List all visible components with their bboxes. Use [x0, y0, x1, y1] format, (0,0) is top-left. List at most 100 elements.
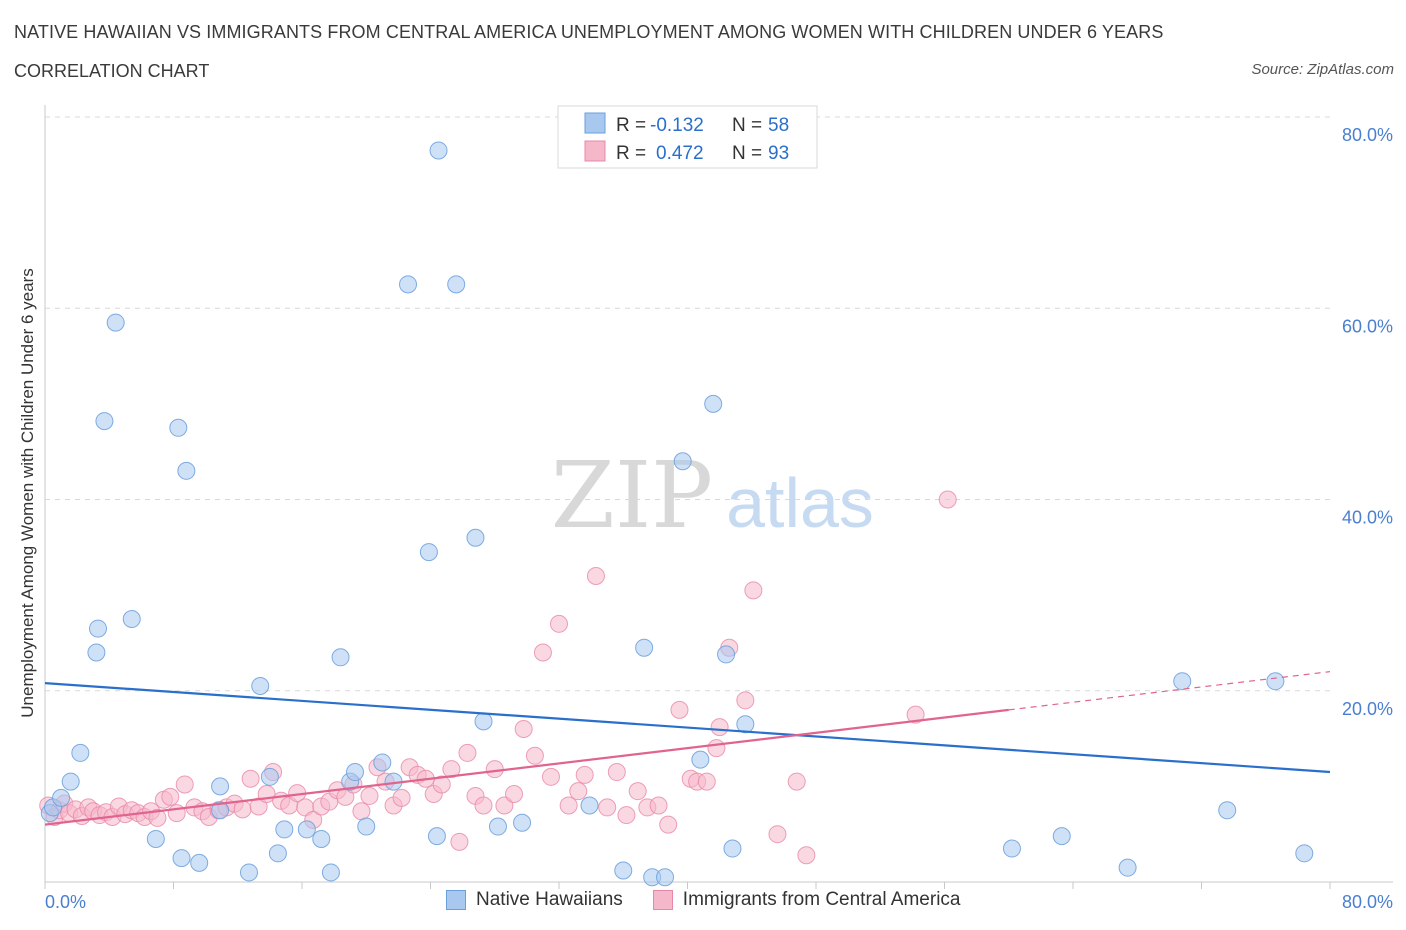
data-point-immigrants: [241, 769, 260, 788]
data-point-native-hawaiians: [1173, 672, 1192, 691]
data-point-native-hawaiians: [61, 772, 80, 791]
data-point-native-hawaiians: [122, 610, 141, 629]
data-point-native-hawaiians: [95, 412, 114, 431]
data-point-native-hawaiians: [106, 313, 125, 332]
data-point-immigrants: [797, 846, 816, 865]
data-point-immigrants: [659, 815, 678, 834]
data-point-native-hawaiians: [1002, 839, 1021, 858]
y-tick-label: 40.0%: [1342, 508, 1393, 528]
data-point-immigrants: [649, 796, 668, 815]
data-point-native-hawaiians: [1052, 827, 1071, 846]
data-point-immigrants: [161, 787, 180, 806]
data-point-native-hawaiians: [169, 418, 188, 437]
x-tick-label: 0.0%: [45, 892, 86, 912]
y-tick-label: 20.0%: [1342, 699, 1393, 719]
trend-lines: [44, 671, 1331, 826]
y-tick-label: 80.0%: [1342, 125, 1393, 145]
data-point-native-hawaiians: [1295, 844, 1314, 863]
source-label: Source: ZipAtlas.com: [1251, 61, 1394, 78]
data-point-native-hawaiians: [172, 849, 191, 868]
data-point-native-hawaiians: [211, 777, 230, 796]
bottom-legend: Native Hawaiians Immigrants from Central…: [446, 889, 990, 911]
data-point-immigrants: [744, 581, 763, 600]
y-axis-label: Unemployment Among Women with Children U…: [18, 268, 37, 717]
data-point-immigrants: [670, 700, 689, 719]
legend-r-value: -0.132: [650, 115, 704, 136]
legend-r-label: R =: [616, 115, 646, 136]
data-point-native-hawaiians: [723, 839, 742, 858]
data-point-native-hawaiians: [466, 528, 485, 547]
data-point-immigrants: [432, 775, 451, 794]
data-point-immigrants: [541, 767, 560, 786]
axes: [44, 105, 1393, 889]
legend-item-native-hawaiians: Native Hawaiians: [446, 889, 623, 911]
trend-line-native-hawaiians: [44, 682, 1331, 774]
legend-swatch: [446, 890, 466, 910]
legend-n-label: N =: [732, 115, 762, 136]
data-point-native-hawaiians: [321, 863, 340, 882]
tick-labels: 20.0% 40.0% 60.0% 80.0% 0.0% 80.0%: [45, 125, 1393, 912]
data-point-native-hawaiians: [346, 763, 365, 782]
data-point-native-hawaiians: [373, 753, 392, 772]
data-point-immigrants: [352, 802, 371, 821]
data-point-immigrants: [787, 772, 806, 791]
series-immigrants-points: [39, 490, 957, 865]
y-tick-label: 60.0%: [1342, 316, 1393, 336]
data-point-native-hawaiians: [673, 452, 692, 471]
data-point-native-hawaiians: [447, 275, 466, 294]
data-point-native-hawaiians: [513, 813, 532, 832]
legend-n-value: 93: [768, 143, 789, 164]
data-point-immigrants: [586, 567, 605, 585]
data-point-immigrants: [768, 825, 787, 844]
watermark: ZIP atlas: [551, 442, 874, 549]
data-point-native-hawaiians: [1218, 801, 1237, 820]
grid-lines: [45, 116, 1330, 692]
data-point-native-hawaiians: [52, 788, 71, 807]
data-point-native-hawaiians: [635, 638, 654, 657]
legend-label: Native Hawaiians: [476, 889, 623, 910]
data-point-immigrants: [505, 785, 524, 804]
data-point-native-hawaiians: [736, 715, 755, 734]
data-point-immigrants: [607, 763, 626, 782]
data-point-immigrants: [458, 743, 477, 762]
data-point-immigrants: [175, 775, 194, 794]
data-point-native-hawaiians: [1266, 672, 1285, 691]
data-point-immigrants: [598, 798, 617, 817]
legend-r-label: R =: [616, 143, 646, 164]
data-point-native-hawaiians: [704, 394, 723, 413]
legend-swatch-pink: [584, 140, 606, 162]
data-point-native-hawaiians: [239, 863, 258, 882]
data-point-immigrants: [710, 718, 729, 737]
legend-n-label: N =: [732, 143, 762, 164]
data-point-native-hawaiians: [399, 275, 418, 294]
watermark-atlas: atlas: [726, 464, 874, 542]
correlation-legend: R = -0.132 N = 58 R = 0.472 N = 93: [557, 105, 818, 169]
data-point-native-hawaiians: [717, 645, 736, 664]
data-point-immigrants: [938, 490, 957, 509]
chart-title: NATIVE HAWAIIAN VS IMMIGRANTS FROM CENTR…: [14, 22, 1164, 42]
data-point-immigrants: [485, 760, 504, 779]
data-point-native-hawaiians: [429, 141, 448, 160]
data-point-native-hawaiians: [260, 767, 279, 786]
data-point-immigrants: [906, 705, 925, 724]
data-point-immigrants: [450, 832, 469, 851]
data-point-native-hawaiians: [331, 648, 350, 667]
trend-line-immigrants: [44, 708, 1009, 826]
legend-swatch-blue: [584, 112, 606, 134]
data-point-native-hawaiians: [87, 643, 106, 662]
trend-line-immigrants-extension: [1008, 671, 1331, 711]
data-point-native-hawaiians: [488, 817, 507, 836]
data-point-immigrants: [525, 746, 544, 765]
data-point-immigrants: [736, 691, 755, 710]
data-point-immigrants: [495, 796, 514, 815]
x-tick-label: 80.0%: [1342, 892, 1393, 912]
data-point-immigrants: [559, 796, 578, 815]
data-point-native-hawaiians: [177, 461, 196, 480]
legend-r-value: 0.472: [656, 143, 704, 164]
data-point-native-hawaiians: [1118, 858, 1137, 877]
data-point-native-hawaiians: [297, 820, 316, 839]
data-point-immigrants: [533, 643, 552, 662]
data-point-native-hawaiians: [312, 829, 331, 848]
data-point-immigrants: [442, 760, 461, 779]
data-point-native-hawaiians: [614, 861, 633, 880]
